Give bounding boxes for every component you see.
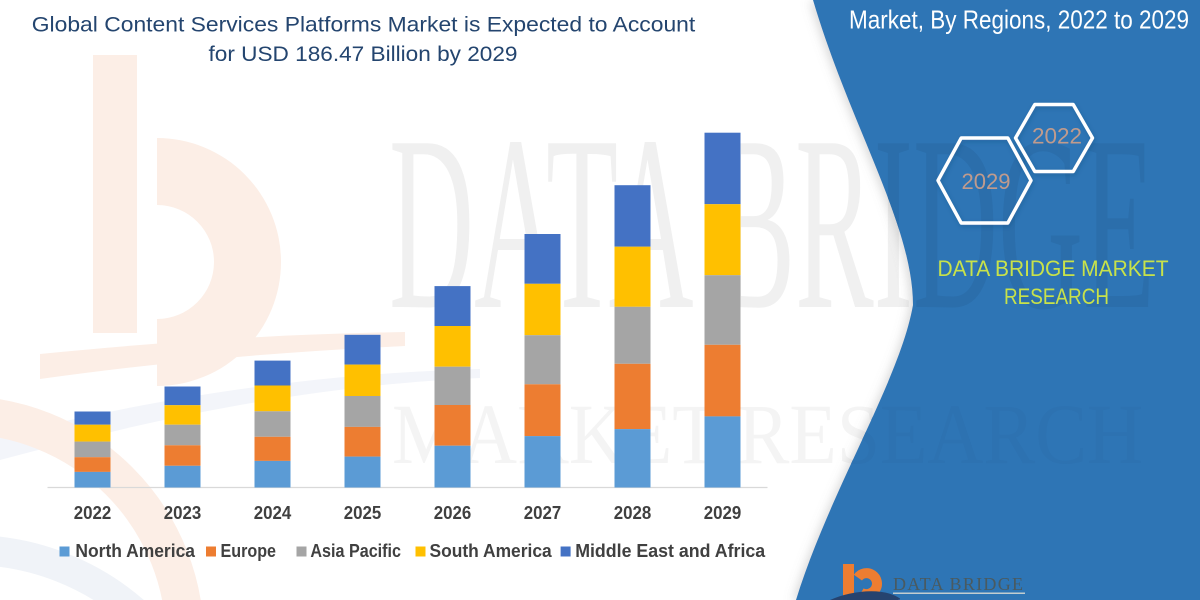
svg-text:2024: 2024 bbox=[254, 503, 292, 523]
svg-text:2029: 2029 bbox=[962, 169, 1011, 194]
svg-text:2029: 2029 bbox=[704, 503, 742, 523]
svg-text:North America: North America bbox=[75, 540, 195, 561]
svg-text:Asia Pacific: Asia Pacific bbox=[310, 540, 401, 561]
svg-text:for USD 186.47 Billion by 2029: for USD 186.47 Billion by 2029 bbox=[209, 43, 518, 66]
svg-text:Europe: Europe bbox=[221, 540, 277, 561]
svg-text:RESEARCH: RESEARCH bbox=[1004, 284, 1109, 309]
svg-text:2028: 2028 bbox=[614, 503, 652, 523]
svg-text:Middle East and Africa: Middle East and Africa bbox=[575, 540, 766, 561]
svg-text:MARKET RESEARCH: MARKET RESEARCH bbox=[898, 596, 1018, 600]
svg-text:South America: South America bbox=[430, 540, 553, 561]
svg-text:2023: 2023 bbox=[164, 503, 202, 523]
svg-text:Global Content Services Platfo: Global Content Services Platforms Market… bbox=[32, 14, 696, 37]
svg-text:2022: 2022 bbox=[1032, 124, 1082, 149]
svg-text:DATA BRIDGE: DATA BRIDGE bbox=[893, 574, 1023, 594]
svg-text:2027: 2027 bbox=[524, 503, 562, 523]
svg-text:Market, By Regions, 2022 to 20: Market, By Regions, 2022 to 2029 bbox=[849, 5, 1189, 35]
svg-text:DATA BRIDGE MARKET: DATA BRIDGE MARKET bbox=[938, 256, 1169, 281]
svg-text:2022: 2022 bbox=[74, 503, 112, 523]
svg-text:2025: 2025 bbox=[344, 503, 382, 523]
svg-text:2026: 2026 bbox=[434, 503, 472, 523]
